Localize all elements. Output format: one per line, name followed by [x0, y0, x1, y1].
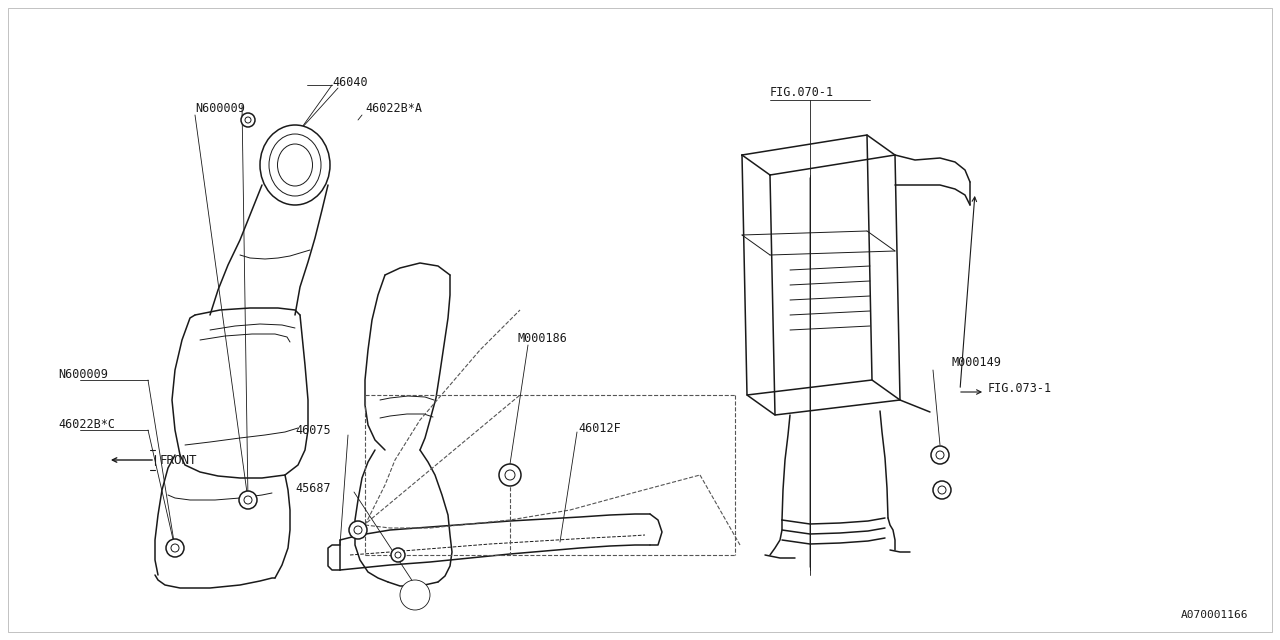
Circle shape	[355, 526, 362, 534]
Circle shape	[166, 539, 184, 557]
Text: FIG.073-1: FIG.073-1	[988, 381, 1052, 394]
Circle shape	[499, 464, 521, 486]
Text: FRONT: FRONT	[160, 454, 197, 467]
Ellipse shape	[278, 144, 312, 186]
Text: N600009: N600009	[195, 102, 244, 115]
Text: FIG.070-1: FIG.070-1	[771, 86, 835, 99]
Text: 45687: 45687	[294, 481, 330, 495]
Circle shape	[396, 552, 401, 558]
Text: M000149: M000149	[952, 355, 1002, 369]
Ellipse shape	[260, 125, 330, 205]
Text: 46012F: 46012F	[579, 422, 621, 435]
Text: 46022B*A: 46022B*A	[365, 102, 422, 115]
Text: 46075: 46075	[294, 424, 330, 436]
Text: 46040: 46040	[332, 76, 367, 88]
Ellipse shape	[269, 134, 321, 196]
Circle shape	[404, 585, 425, 605]
Circle shape	[241, 113, 255, 127]
Circle shape	[933, 481, 951, 499]
Circle shape	[239, 491, 257, 509]
Text: N600009: N600009	[58, 369, 108, 381]
Circle shape	[938, 486, 946, 494]
Circle shape	[390, 548, 404, 562]
Circle shape	[931, 446, 948, 464]
Circle shape	[936, 451, 945, 459]
Text: 46022B*C: 46022B*C	[58, 419, 115, 431]
Circle shape	[399, 580, 430, 610]
Circle shape	[244, 117, 251, 123]
Circle shape	[410, 590, 420, 600]
Circle shape	[244, 496, 252, 504]
Text: M000186: M000186	[518, 332, 568, 344]
Text: A070001166: A070001166	[1180, 610, 1248, 620]
Circle shape	[172, 544, 179, 552]
Circle shape	[506, 470, 515, 480]
Circle shape	[349, 521, 367, 539]
